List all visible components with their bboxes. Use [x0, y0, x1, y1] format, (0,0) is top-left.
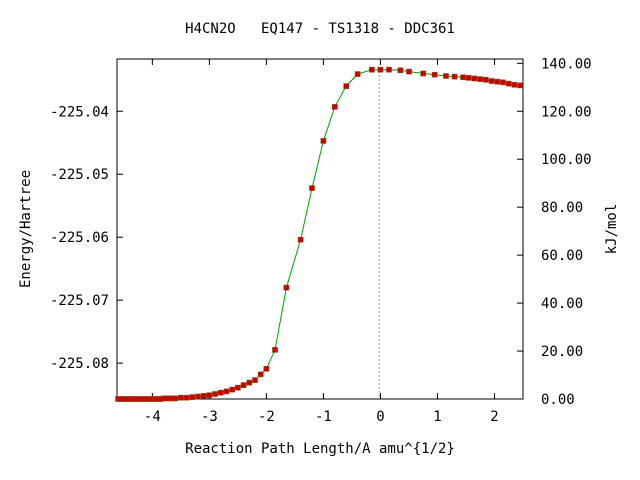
data-point: [369, 66, 375, 73]
x-axis-label: Reaction Path Length/A amu^{1/2}: [185, 441, 455, 457]
data-point: [218, 389, 224, 396]
y-axis-label: Energy/Hartree: [18, 170, 34, 288]
y-tick-label: -225.04: [50, 104, 109, 120]
data-point: [331, 104, 338, 110]
data-point: [420, 70, 427, 77]
data-point: [343, 83, 350, 89]
x-tick-label: -3: [201, 409, 218, 425]
data-point: [460, 74, 466, 81]
x-tick-label: -1: [315, 409, 332, 425]
data-point: [406, 68, 412, 75]
data-point: [443, 73, 449, 79]
data-point: [297, 236, 304, 243]
chart-title: H4CN2O EQ147 - TS1318 - DDC361: [185, 21, 455, 37]
data-point: [494, 78, 501, 85]
data-point: [431, 71, 438, 78]
data-point: [229, 386, 235, 393]
data-point: [240, 382, 247, 388]
data-point: [212, 391, 218, 397]
data-point: [252, 377, 258, 383]
data-point: [500, 79, 506, 86]
data-point: [377, 66, 384, 73]
data-point: [505, 80, 512, 87]
data-point: [206, 392, 213, 399]
y-tick-label: -225.06: [50, 230, 109, 246]
y2-tick-label: 100.00: [541, 152, 592, 168]
data-point: [257, 371, 264, 378]
y2-tick-label: 60.00: [541, 248, 583, 264]
y2-tick-label: 140.00: [541, 56, 592, 72]
y-tick-label: -225.07: [50, 293, 109, 309]
y-tick-label: -225.05: [50, 167, 109, 183]
data-point: [172, 395, 178, 402]
x-tick-label: -2: [258, 409, 275, 425]
data-point: [183, 394, 190, 401]
data-point: [511, 82, 518, 88]
data-point: [195, 393, 201, 400]
y-tick-label: -225.08: [50, 356, 109, 372]
data-point: [246, 379, 253, 386]
y2-tick-label: 20.00: [541, 344, 583, 360]
data-point: [451, 73, 458, 80]
x-tick-label: -4: [144, 409, 161, 425]
data-point: [283, 284, 290, 291]
data-point: [263, 365, 270, 372]
data-point: [354, 71, 361, 77]
data-point: [272, 347, 278, 353]
data-point: [397, 67, 404, 74]
y2-tick-label: 80.00: [541, 200, 583, 216]
data-point: [178, 394, 184, 401]
data-point: [471, 75, 478, 82]
x-tick-label: 2: [490, 409, 498, 425]
y2-tick-label: 40.00: [541, 296, 583, 312]
x-tick-label: 0: [376, 409, 384, 425]
data-point: [465, 75, 472, 81]
data-point: [189, 394, 196, 400]
data-point: [386, 66, 392, 73]
x-tick-label: 1: [433, 409, 441, 425]
energy-curve: [118, 69, 521, 400]
data-point: [483, 77, 489, 83]
plot-area: -4 -3 -2 -1 0 1 2 -225.04 -225.05 -225.06 -225.07 -…: [50, 56, 592, 425]
data-point: [488, 78, 495, 84]
data-point: [320, 138, 327, 144]
data-point: [477, 76, 484, 82]
data-point: [517, 82, 523, 89]
data-point: [200, 393, 207, 399]
data-point: [235, 384, 241, 391]
y2-tick-label: 120.00: [541, 104, 592, 120]
plot-frame: [116, 58, 524, 400]
data-point: [309, 185, 315, 191]
y2-tick-label: 0.00: [541, 392, 575, 408]
data-point: [223, 388, 230, 395]
y2-axis-label: kJ/mol: [604, 204, 620, 255]
